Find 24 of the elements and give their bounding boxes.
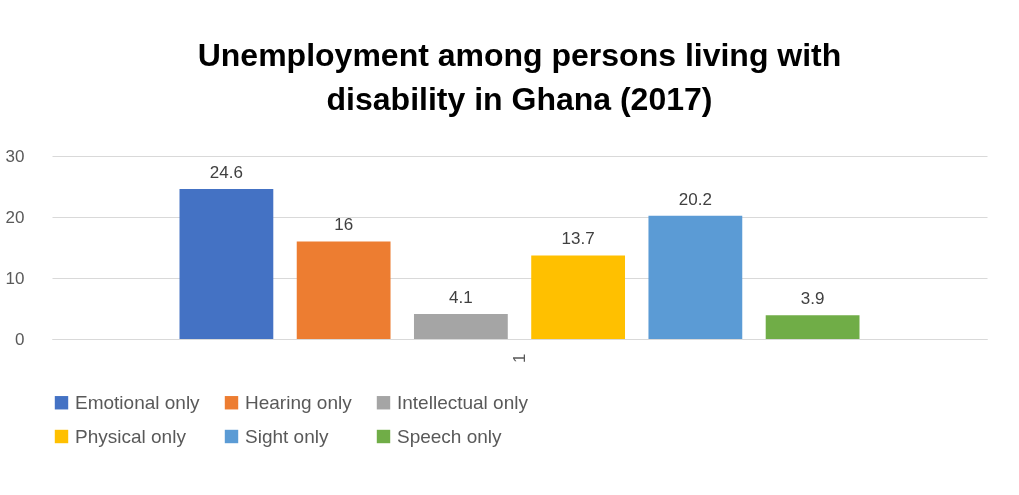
legend-label: Speech only (397, 425, 503, 447)
data-label: 24.6 (209, 162, 243, 182)
y-tick-label: 30 (5, 146, 25, 166)
data-label: 16 (334, 215, 354, 235)
y-tick-label: 20 (5, 207, 25, 227)
legend-label: Emotional only (75, 391, 201, 413)
legend-label: Hearing only (245, 391, 353, 413)
legend-label: Sight only (245, 425, 329, 447)
y-tick-label: 10 (5, 268, 25, 288)
data-label: 13.7 (561, 229, 595, 249)
legend-label: Intellectual only (397, 391, 529, 413)
bar (296, 241, 391, 339)
data-label: 4.1 (449, 287, 473, 307)
bar (413, 313, 508, 339)
bar (531, 255, 626, 339)
bar (179, 188, 274, 339)
bar (648, 215, 743, 339)
bar (765, 315, 860, 339)
data-label: 3.9 (800, 289, 825, 309)
y-tick-label: 0 (15, 329, 25, 349)
data-label: 20.2 (678, 189, 712, 209)
legend-label: Physical only (75, 425, 187, 447)
x-tick-label: 1 (509, 353, 529, 363)
chart-title: Unemployment among persons living with disability in Ghana (2017) (197, 37, 842, 117)
